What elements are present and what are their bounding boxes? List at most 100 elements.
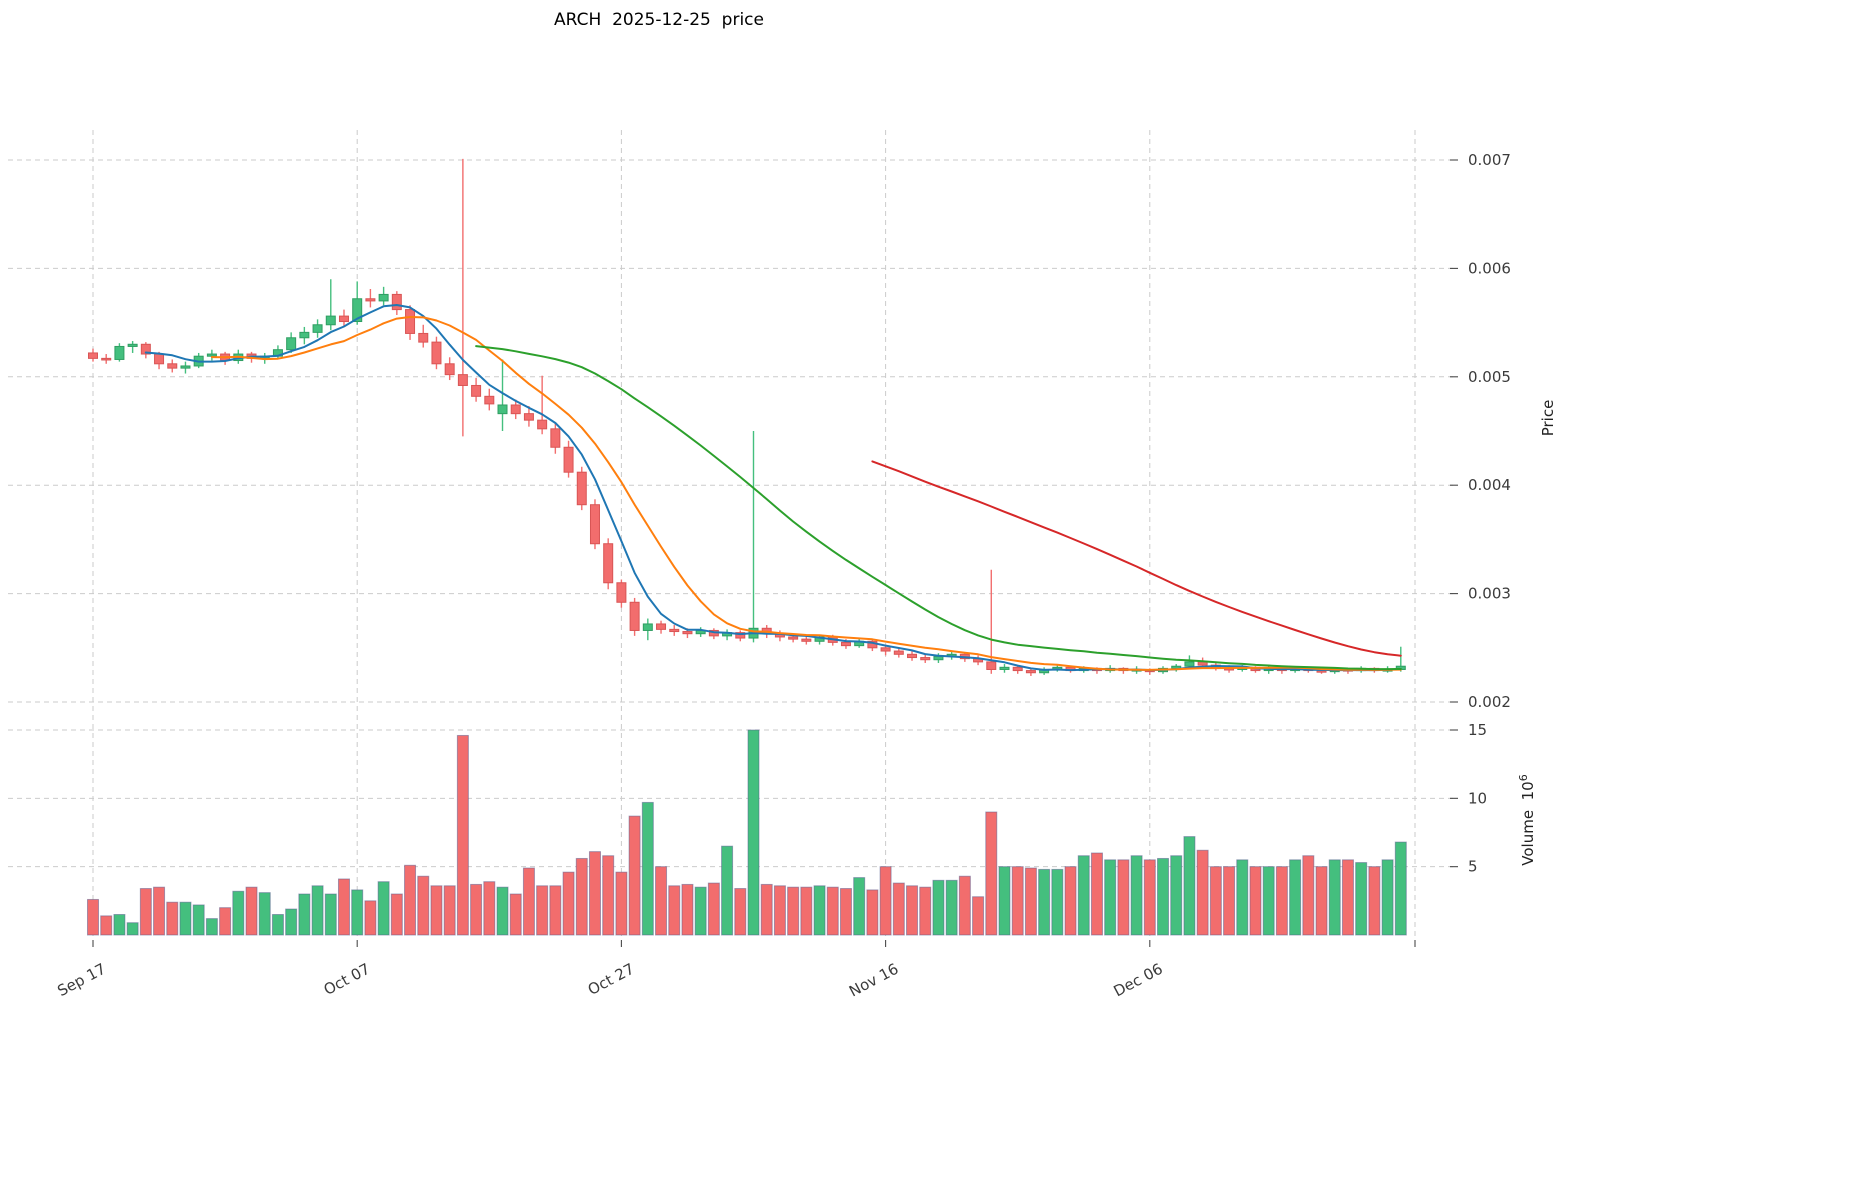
volume-bar <box>443 885 456 936</box>
volume-bar <box>641 801 654 936</box>
volume-bar <box>470 883 483 936</box>
volume-bar <box>853 877 866 936</box>
volume-bar <box>760 883 773 936</box>
volume-bar <box>549 885 562 936</box>
candle-body <box>1184 661 1195 667</box>
volume-tick-label: 10 <box>1468 789 1487 807</box>
candle-body <box>788 636 799 640</box>
volume-bar <box>1038 868 1051 936</box>
candle-body <box>1025 670 1036 674</box>
candle-body <box>391 293 402 311</box>
volume-bar <box>958 875 971 936</box>
candle-body <box>431 341 442 365</box>
volume-bar <box>219 907 232 936</box>
volume-bar <box>1183 836 1196 936</box>
volume-bar <box>1289 859 1302 936</box>
volume-bar <box>747 729 760 936</box>
volume-bar <box>655 866 668 936</box>
volume-bar <box>509 893 522 936</box>
volume-bar <box>734 888 747 936</box>
volume-bar <box>87 898 99 936</box>
volume-bar <box>892 882 905 936</box>
volume-bar <box>932 879 945 936</box>
volume-bar <box>113 914 126 936</box>
volume-bar <box>1104 859 1117 936</box>
candle-body <box>101 357 112 361</box>
volume-bar <box>404 864 417 936</box>
candle-body <box>484 395 495 405</box>
volume-bar <box>390 893 403 936</box>
volume-bar <box>813 885 826 936</box>
volume-bar <box>166 901 179 936</box>
candle-body <box>999 666 1010 670</box>
candle-body <box>312 324 323 333</box>
price-tick-label: 0.007 <box>1468 151 1511 169</box>
volume-bar <box>694 886 707 936</box>
volume-bar <box>285 908 298 936</box>
volume-bar <box>945 879 958 936</box>
volume-bar <box>1341 859 1354 936</box>
candle-body <box>907 653 918 659</box>
volume-bar <box>628 815 641 936</box>
price-axis-label: Price <box>1539 399 1557 437</box>
volume-bar <box>430 885 443 936</box>
candle-body <box>405 309 416 334</box>
volume-bar <box>1117 859 1130 936</box>
volume-axis-exponent: 6 <box>1517 774 1530 782</box>
candle-body <box>510 404 521 415</box>
candle-body <box>801 638 812 642</box>
volume-bar <box>866 889 879 936</box>
volume-bar <box>972 896 985 936</box>
volume-tick-label: 5 <box>1468 858 1478 876</box>
candle-body <box>523 413 534 421</box>
candle-body <box>365 298 376 302</box>
candle-body <box>603 543 614 584</box>
candle-body <box>735 632 746 639</box>
candle-body <box>642 623 653 631</box>
volume-bar <box>258 892 271 936</box>
volume-bar <box>153 886 166 936</box>
candle-body <box>629 601 640 631</box>
volume-bar <box>298 893 311 936</box>
volume-bar <box>417 875 430 936</box>
candle-body <box>114 345 125 360</box>
volume-tick-label: 15 <box>1468 721 1487 739</box>
candle-body <box>656 623 667 630</box>
volume-bar <box>1024 867 1037 936</box>
volume-bar <box>1064 866 1077 936</box>
volume-bar <box>456 734 469 936</box>
candle-body <box>920 657 931 661</box>
volume-bar <box>787 886 800 936</box>
volume-bar <box>1394 841 1407 936</box>
candle-body <box>154 353 165 365</box>
volume-bar <box>1275 866 1288 936</box>
volume-bar <box>773 885 786 936</box>
candle-body <box>616 582 627 603</box>
volume-bar <box>1051 868 1064 936</box>
volume-bar <box>1090 852 1103 936</box>
volume-bar <box>800 886 813 936</box>
volume-bar <box>998 866 1011 936</box>
volume-bar <box>575 857 588 936</box>
volume-bar <box>668 885 681 936</box>
candle-body <box>893 650 904 655</box>
candle-body <box>457 374 468 386</box>
candle-body <box>206 353 217 357</box>
volume-bar <box>602 855 615 936</box>
candle-body <box>576 471 587 506</box>
volume-bar <box>192 904 205 936</box>
candle-body <box>986 661 997 670</box>
volume-bar <box>351 889 364 936</box>
candle-body <box>1012 666 1023 672</box>
chart-title: ARCH 2025-12-25 price <box>554 10 764 30</box>
date-tick-label: Dec 06 <box>1111 960 1166 1001</box>
volume-bar <box>522 867 535 936</box>
volume-bar <box>707 882 720 936</box>
volume-bar <box>496 886 509 936</box>
volume-bar <box>179 901 192 936</box>
price-tick-label: 0.003 <box>1468 585 1511 603</box>
ma-line-ma5 <box>144 304 1402 672</box>
volume-bar <box>377 881 390 936</box>
volume-bar <box>1011 866 1024 936</box>
volume-bar <box>245 886 258 936</box>
